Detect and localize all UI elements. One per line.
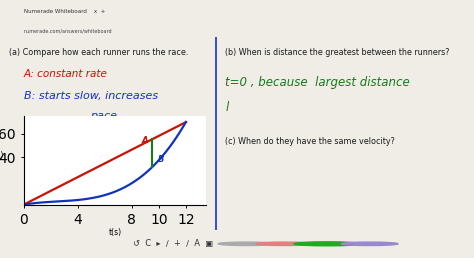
Circle shape — [341, 242, 398, 246]
Circle shape — [218, 242, 275, 246]
Text: (c) When do they have the same velocity?: (c) When do they have the same velocity? — [225, 137, 395, 146]
Text: ↺  C  ▸  ∕  +  ∕  A  ▣: ↺ C ▸ ∕ + ∕ A ▣ — [133, 239, 213, 248]
Text: numerade.com/answers/whiteboard: numerade.com/answers/whiteboard — [24, 28, 112, 33]
Text: B: starts slow, increases: B: starts slow, increases — [24, 91, 158, 101]
Text: A: constant rate: A: constant rate — [24, 69, 108, 79]
Y-axis label: s(m): s(m) — [0, 151, 4, 160]
Text: Numerade Whiteboard    x  +: Numerade Whiteboard x + — [24, 9, 105, 14]
Circle shape — [294, 242, 360, 246]
Text: pace.: pace. — [90, 111, 120, 122]
Text: (b) When is distance the greatest between the runners?: (b) When is distance the greatest betwee… — [225, 48, 450, 57]
Text: A: A — [141, 136, 148, 145]
X-axis label: t(s): t(s) — [109, 228, 121, 237]
Text: B: B — [157, 155, 164, 164]
Text: (a) Compare how each runner runs the race.: (a) Compare how each runner runs the rac… — [9, 48, 189, 57]
Circle shape — [256, 242, 313, 246]
Text: l: l — [225, 101, 228, 114]
Text: t=0 , because  largest distance: t=0 , because largest distance — [225, 76, 410, 89]
